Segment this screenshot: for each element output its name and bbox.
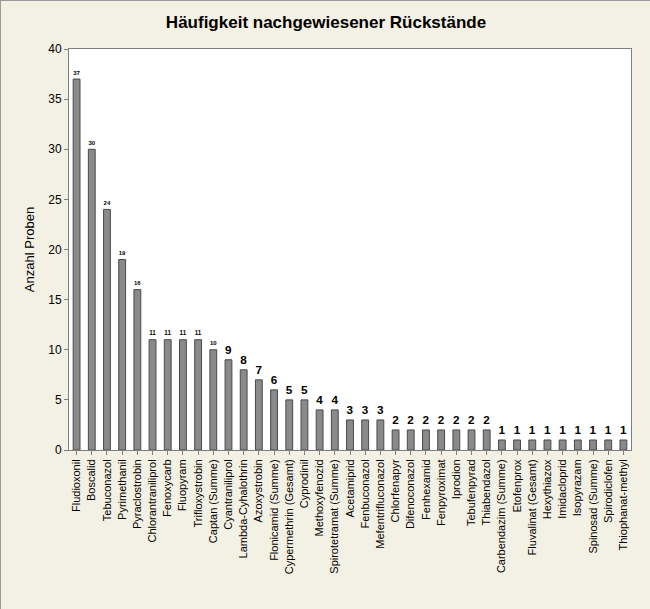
svg-text:19: 19 xyxy=(119,250,126,256)
svg-text:Etofenprox: Etofenprox xyxy=(511,459,523,513)
svg-text:1: 1 xyxy=(498,423,505,436)
svg-text:9: 9 xyxy=(225,343,232,356)
svg-text:2: 2 xyxy=(423,413,430,426)
svg-text:16: 16 xyxy=(134,280,141,286)
svg-text:1: 1 xyxy=(574,423,581,436)
svg-text:1: 1 xyxy=(544,423,551,436)
svg-text:Captan (Summe): Captan (Summe) xyxy=(207,459,219,543)
svg-text:Chlorantraniliprol: Chlorantraniliprol xyxy=(146,459,158,542)
svg-text:Fenpyroximat: Fenpyroximat xyxy=(435,459,447,526)
svg-text:11: 11 xyxy=(195,329,202,336)
svg-text:Pyraclostrobin: Pyraclostrobin xyxy=(131,459,143,529)
svg-text:Anzahl Proben: Anzahl Proben xyxy=(22,207,37,292)
svg-text:Trifloxystrobin: Trifloxystrobin xyxy=(192,459,204,527)
svg-text:Cyantraniliprol: Cyantraniliprol xyxy=(222,459,234,529)
svg-text:11: 11 xyxy=(179,329,186,336)
svg-text:Fenbuconazol: Fenbuconazol xyxy=(359,459,371,528)
svg-text:Imidacloprid: Imidacloprid xyxy=(556,459,568,518)
svg-text:5: 5 xyxy=(286,383,293,396)
svg-text:37: 37 xyxy=(73,70,80,76)
svg-text:Häufigkeit nachgewiesener Rück: Häufigkeit nachgewiesener Rückstände xyxy=(166,13,486,32)
svg-text:Boscalid: Boscalid xyxy=(85,459,97,501)
svg-text:2: 2 xyxy=(483,413,490,426)
svg-text:30: 30 xyxy=(88,140,95,146)
svg-text:Thiabendazol: Thiabendazol xyxy=(480,459,492,525)
svg-text:15: 15 xyxy=(48,293,62,307)
svg-text:2: 2 xyxy=(407,413,414,426)
svg-text:6: 6 xyxy=(271,373,278,386)
svg-text:Pyrimethanil: Pyrimethanil xyxy=(116,459,128,520)
svg-text:8: 8 xyxy=(240,353,247,366)
svg-text:3: 3 xyxy=(362,403,369,416)
svg-text:11: 11 xyxy=(149,329,156,336)
svg-text:Tebufenpyrad: Tebufenpyrad xyxy=(465,459,477,526)
svg-text:1: 1 xyxy=(514,423,521,436)
svg-text:Iprodion: Iprodion xyxy=(450,459,462,499)
svg-text:Acetamiprid: Acetamiprid xyxy=(344,459,356,517)
svg-text:1: 1 xyxy=(590,423,597,436)
svg-text:25: 25 xyxy=(48,193,62,207)
svg-text:1: 1 xyxy=(605,423,612,436)
svg-text:0: 0 xyxy=(55,443,62,457)
svg-text:4: 4 xyxy=(316,393,323,406)
svg-text:Isopyrazam: Isopyrazam xyxy=(571,459,583,516)
svg-text:3: 3 xyxy=(347,403,354,416)
svg-text:2: 2 xyxy=(453,413,460,426)
svg-text:Hexythiazox: Hexythiazox xyxy=(541,459,553,519)
svg-text:Fenhexamid: Fenhexamid xyxy=(420,459,432,520)
svg-text:7: 7 xyxy=(255,363,262,376)
svg-text:10: 10 xyxy=(48,343,62,357)
svg-text:10: 10 xyxy=(210,340,217,346)
svg-text:Lambda-Cyhalothrin: Lambda-Cyhalothrin xyxy=(237,459,249,558)
svg-text:Methoxyfenozid: Methoxyfenozid xyxy=(313,459,325,536)
svg-text:Tebuconazol: Tebuconazol xyxy=(101,459,113,521)
svg-text:Fluvalinat (Gesamt): Fluvalinat (Gesamt) xyxy=(526,459,538,555)
svg-text:4: 4 xyxy=(331,393,338,406)
svg-text:Carbendazim (Summe): Carbendazim (Summe) xyxy=(495,459,507,573)
svg-text:30: 30 xyxy=(48,142,62,156)
svg-text:Flonicamid (Summe): Flonicamid (Summe) xyxy=(268,459,280,560)
svg-text:Azoxystrobin: Azoxystrobin xyxy=(252,459,264,522)
svg-text:11: 11 xyxy=(164,329,171,336)
svg-text:40: 40 xyxy=(48,42,62,56)
svg-text:Cypermethrin (Gesamt): Cypermethrin (Gesamt) xyxy=(283,459,295,574)
svg-text:Fluopyram: Fluopyram xyxy=(176,459,188,511)
svg-text:Chlorfenapyr: Chlorfenapyr xyxy=(389,459,401,522)
svg-text:Spinosad (Summe): Spinosad (Summe) xyxy=(587,459,599,553)
svg-text:5: 5 xyxy=(301,383,308,396)
svg-text:3: 3 xyxy=(377,403,384,416)
svg-text:Spirodiclofen: Spirodiclofen xyxy=(602,459,614,523)
svg-text:20: 20 xyxy=(48,243,62,257)
svg-text:2: 2 xyxy=(468,413,475,426)
svg-text:1: 1 xyxy=(529,423,536,436)
svg-text:Cyprodinil: Cyprodinil xyxy=(298,459,310,508)
svg-text:1: 1 xyxy=(620,423,627,436)
svg-text:2: 2 xyxy=(392,413,399,426)
svg-text:Fludioxonil: Fludioxonil xyxy=(70,459,82,512)
svg-text:Fenoxycarb: Fenoxycarb xyxy=(161,459,173,516)
svg-text:Spirotetramat (Summe): Spirotetramat (Summe) xyxy=(328,459,340,573)
svg-text:5: 5 xyxy=(55,393,62,407)
svg-text:2: 2 xyxy=(438,413,445,426)
svg-text:24: 24 xyxy=(104,200,111,206)
svg-text:Thiophanat-methyl: Thiophanat-methyl xyxy=(617,459,629,550)
svg-text:Difenoconazol: Difenoconazol xyxy=(404,459,416,529)
svg-text:Mefentrifluconazol: Mefentrifluconazol xyxy=(374,459,386,548)
svg-text:35: 35 xyxy=(48,92,62,106)
svg-text:1: 1 xyxy=(559,423,566,436)
